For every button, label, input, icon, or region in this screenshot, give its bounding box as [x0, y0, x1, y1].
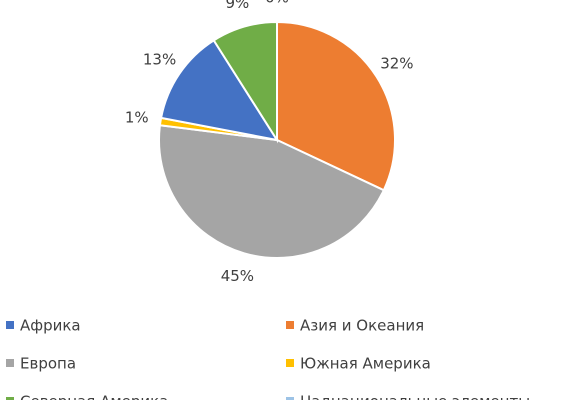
- legend-marker: [6, 321, 14, 329]
- legend-marker: [286, 321, 294, 329]
- pie-slice: [276, 20, 396, 192]
- legend-marker: [286, 397, 294, 400]
- data-label: 32%: [380, 54, 413, 72]
- data-label: 45%: [221, 267, 254, 285]
- pie-slice: [159, 38, 280, 142]
- data-label: 13%: [143, 51, 176, 69]
- legend-label: Азия и Океания: [300, 317, 424, 335]
- legend-marker: [6, 359, 14, 367]
- data-label: 1%: [125, 108, 149, 126]
- legend-marker: [6, 397, 14, 400]
- legend-label: Северная Америка: [20, 393, 168, 400]
- legend-label: Наднациональные элементы: [300, 393, 530, 400]
- legend-label: Южная Америка: [300, 355, 431, 373]
- pie-slice: [158, 124, 386, 259]
- legend-marker: [286, 359, 294, 367]
- data-label: 9%: [225, 0, 249, 12]
- legend-label: Европа: [20, 355, 76, 373]
- legend-label: Африка: [20, 317, 81, 335]
- data-label: 0%: [265, 0, 289, 7]
